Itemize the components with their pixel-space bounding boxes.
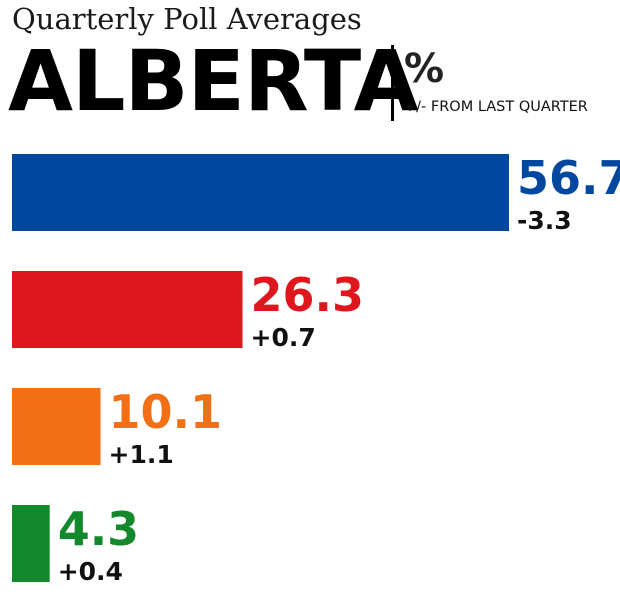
bar-4 [12,505,50,582]
unit-label: % [404,46,445,92]
value-label-2: 26.3 [251,268,365,322]
region-title: ALBERTA [8,32,419,130]
change-label-1: -3.3 [517,206,572,235]
value-label-3: 10.1 [109,385,222,439]
bar-3 [12,388,101,465]
header-divider [391,45,394,121]
change-label-4: +0.4 [58,557,123,586]
change-note: +/- FROM LAST QUARTER [404,99,588,115]
change-label-2: +0.7 [251,323,316,352]
value-label-1: 56.7 [517,151,620,205]
bar-2 [12,271,243,348]
chart-subtitle: Quarterly Poll Averages [12,2,362,36]
change-label-3: +1.1 [109,440,174,469]
value-label-4: 4.3 [58,502,140,556]
bar-1 [12,154,509,231]
